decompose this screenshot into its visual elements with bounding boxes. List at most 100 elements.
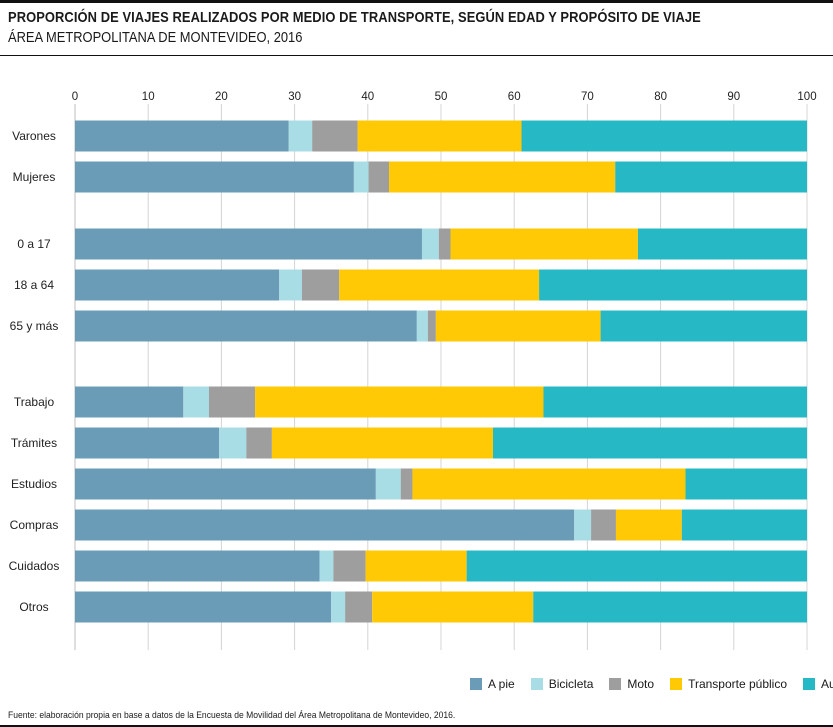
category-label: 18 a 64 (14, 278, 54, 292)
legend-label: Bicicleta (548, 677, 594, 691)
source-note: Fuente: elaboración propia en base a dat… (8, 710, 456, 721)
bar-segment-auto (543, 386, 807, 418)
bar-segment-auto (685, 468, 807, 500)
category-label: Trabajo (14, 395, 55, 409)
bar-row-18-a-64 (75, 269, 807, 301)
legend-swatch (670, 678, 683, 690)
bar-segment-a-pie (75, 120, 289, 152)
bar-segment-a-pie (75, 386, 184, 418)
bar-segment-moto (427, 310, 436, 342)
x-tick-label: 40 (361, 91, 374, 103)
bar-row-varones (75, 120, 807, 152)
bar-segment-moto (591, 509, 616, 541)
category-label: Otros (19, 600, 48, 614)
legend-item-moto: Moto (609, 677, 654, 691)
bar-segment-transporte-publico (255, 386, 544, 418)
bar-segment-a-pie (75, 468, 376, 500)
bar-segment-transporte-publico (339, 269, 540, 301)
bottom-rule (0, 725, 833, 727)
bar-segment-moto (368, 161, 390, 193)
legend-item-a-pie: A pie (470, 677, 515, 691)
bar-row-mujeres (75, 161, 807, 193)
bar-segment-auto (539, 269, 807, 301)
x-tick-label: 0 (72, 91, 78, 103)
bar-segment-a-pie (75, 509, 575, 541)
legend-item-auto: Auto (803, 677, 833, 691)
legend-swatch (470, 678, 482, 690)
bar-row-tramites (75, 427, 807, 459)
bar-segment-auto (466, 550, 807, 582)
bar-segment-auto (533, 591, 807, 623)
legend-label: Transporte público (688, 677, 788, 691)
title-block: PROPORCIÓN DE VIAJES REALIZADOS POR MEDI… (8, 9, 814, 46)
legend-item-transporte-publico: Transporte público (670, 677, 787, 691)
legend-swatch (803, 678, 816, 690)
bar-segment-moto (301, 269, 340, 301)
x-tick-label: 70 (581, 91, 594, 103)
x-tick-label: 80 (654, 91, 667, 103)
chart-subtitle: ÁREA METROPOLITANA DE MONTEVIDEO, 2016 (8, 29, 303, 46)
bar-segment-transporte-publico (435, 310, 601, 342)
bar-segment-a-pie (75, 269, 280, 301)
bar-segment-moto (400, 468, 413, 500)
bar-segment-auto (615, 161, 807, 193)
bar-segment-bicicleta (353, 161, 369, 193)
bars (75, 120, 807, 623)
x-tick-label: 20 (215, 91, 228, 103)
bar-segment-a-pie (75, 550, 320, 582)
bar-segment-transporte-publico (365, 550, 467, 582)
category-label: Mujeres (13, 170, 56, 184)
x-tick-label: 50 (435, 91, 448, 103)
bar-segment-transporte-publico (412, 468, 686, 500)
bar-row-otros (75, 591, 807, 623)
bar-segment-auto (681, 509, 807, 541)
chart-title: PROPORCIÓN DE VIAJES REALIZADOS POR MEDI… (8, 9, 701, 26)
bar-segment-a-pie (75, 591, 332, 623)
bar-segment-bicicleta (288, 120, 313, 152)
category-labels: Varones Mujeres 0 a 17 18 a 64 65 y más Traba… (9, 129, 60, 614)
bar-segment-bicicleta (219, 427, 247, 459)
bar-segment-moto (333, 550, 366, 582)
bar-row-65-y-mas (75, 310, 807, 342)
category-label: Compras (10, 518, 59, 532)
category-label: Varones (12, 129, 56, 143)
bar-segment-bicicleta (183, 386, 209, 418)
bar-segment-auto (521, 120, 807, 152)
x-tick-label: 60 (508, 91, 521, 103)
bar-segment-auto (492, 427, 807, 459)
bar-segment-bicicleta (416, 310, 428, 342)
x-axis-ticks: 0 10 20 30 40 50 60 70 80 90 100 (72, 91, 817, 103)
title-divider (0, 55, 833, 56)
legend-item-bicicleta: Bicicleta (530, 677, 594, 691)
category-label: Trámites (11, 436, 57, 450)
x-tick-label: 10 (142, 91, 155, 103)
stacked-bar-chart: 0 10 20 30 40 50 60 70 80 90 100 Varones Mujeres 0 a… (9, 91, 817, 650)
x-tick-label: 100 (797, 91, 816, 103)
bar-segment-bicicleta (331, 591, 346, 623)
bar-segment-auto (637, 228, 807, 260)
bar-segment-transporte-publico (372, 591, 534, 623)
bar-segment-moto (345, 591, 373, 623)
bar-segment-bicicleta (574, 509, 592, 541)
legend: A pie Bicicleta Moto Transporte público Auto (470, 677, 833, 691)
bar-segment-a-pie (75, 161, 354, 193)
bar-segment-moto (438, 228, 451, 260)
bar-segment-transporte-publico (450, 228, 638, 260)
bar-segment-moto (246, 427, 272, 459)
x-tick-label: 30 (288, 91, 301, 103)
bar-segment-a-pie (75, 228, 422, 260)
bar-segment-bicicleta (279, 269, 302, 301)
bar-row-trabajo (75, 386, 807, 418)
bar-segment-transporte-publico (389, 161, 616, 193)
bar-row-estudios (75, 468, 807, 500)
legend-label: A pie (488, 677, 515, 691)
bar-segment-transporte-publico (357, 120, 522, 152)
category-label: Cuidados (9, 559, 60, 573)
bar-segment-auto (600, 310, 807, 342)
x-tick-label: 90 (727, 91, 740, 103)
bar-segment-bicicleta (375, 468, 401, 500)
bar-segment-transporte-publico (271, 427, 493, 459)
bar-row-cuidados (75, 550, 807, 582)
legend-label: Moto (627, 677, 655, 691)
legend-label: Auto (821, 677, 833, 691)
